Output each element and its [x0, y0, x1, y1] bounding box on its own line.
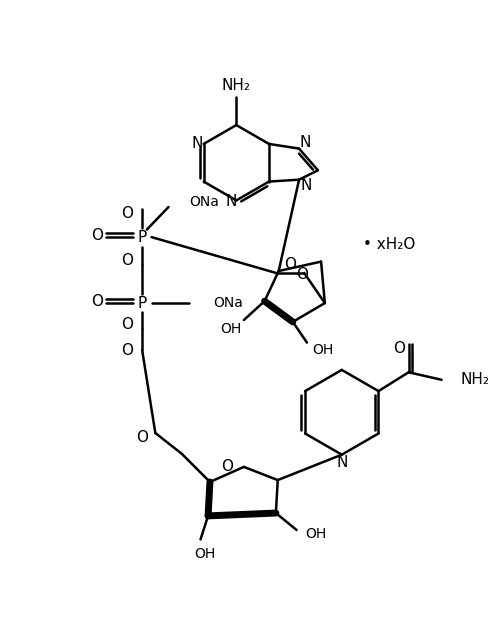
Text: O: O [121, 342, 133, 358]
Text: NH₂: NH₂ [461, 372, 490, 387]
Text: O: O [221, 460, 233, 474]
Text: • xH₂O: • xH₂O [363, 237, 415, 252]
Text: N: N [191, 136, 203, 152]
Text: N: N [336, 454, 347, 470]
Text: O: O [284, 257, 296, 272]
Text: O: O [393, 341, 405, 356]
Text: N: N [301, 178, 312, 193]
Text: N: N [300, 136, 311, 150]
Text: O: O [296, 268, 308, 282]
Text: OH: OH [312, 343, 334, 357]
Text: O: O [121, 317, 133, 332]
Text: P: P [138, 230, 147, 244]
Text: P: P [138, 296, 147, 310]
Text: O: O [91, 294, 103, 308]
Text: O: O [121, 253, 133, 268]
Text: OH: OH [305, 527, 326, 541]
Text: N: N [226, 194, 237, 209]
Text: ONa: ONa [189, 195, 219, 209]
Text: ONa: ONa [213, 296, 243, 310]
Text: O: O [121, 206, 133, 221]
Text: OH: OH [195, 547, 216, 561]
Text: NH₂: NH₂ [222, 78, 251, 93]
Text: O: O [91, 228, 103, 243]
Text: O: O [136, 430, 148, 445]
Text: OH: OH [220, 323, 241, 337]
